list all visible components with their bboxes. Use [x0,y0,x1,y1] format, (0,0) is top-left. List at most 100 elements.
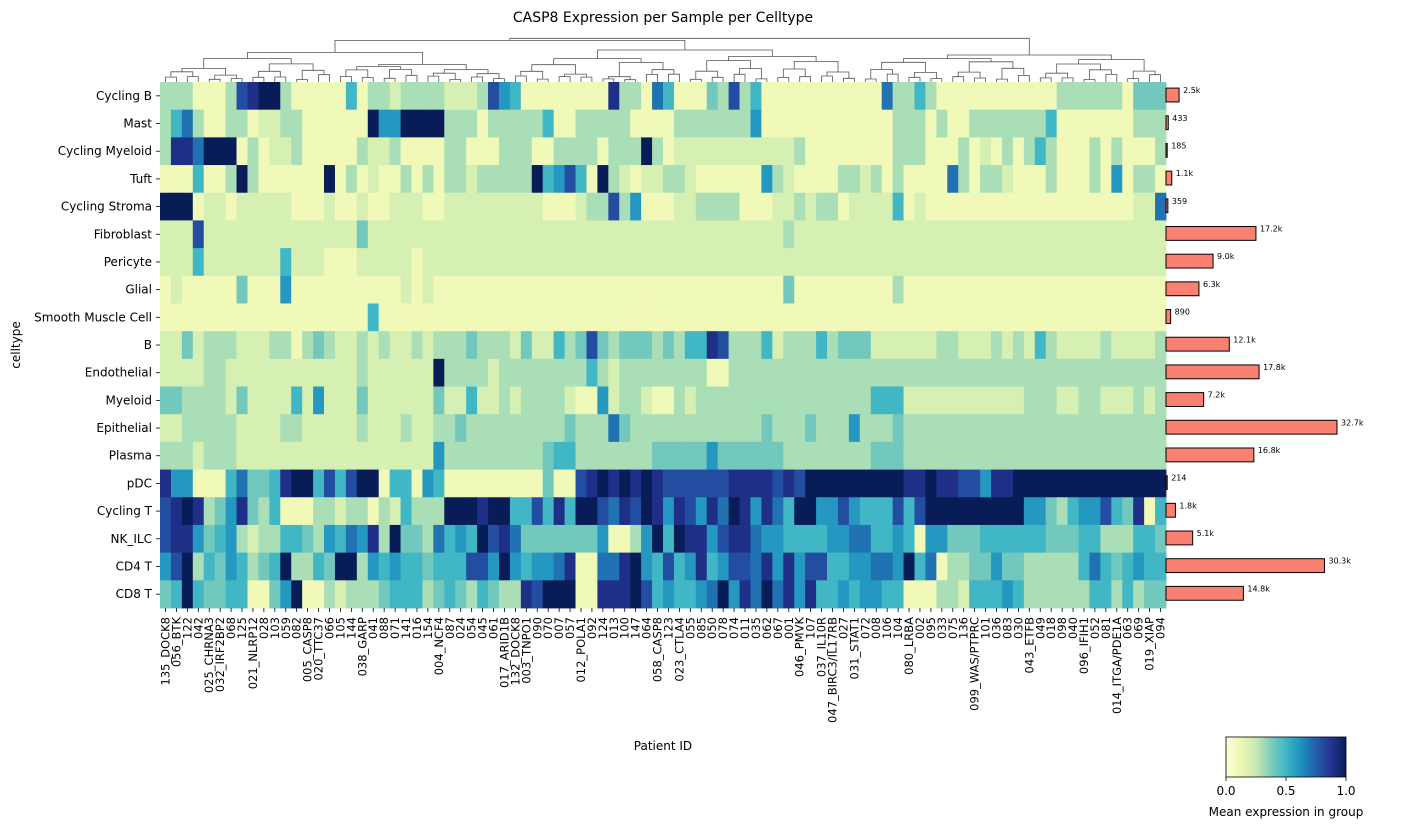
heatmap-cell [170,386,183,415]
heatmap-cell [509,414,522,443]
heatmap-cell [444,469,456,498]
heatmap-cell [324,552,336,581]
heatmap-cell [750,248,762,277]
column-label: 050 [705,617,719,639]
heatmap-cell [859,331,872,360]
dendrogram-link [1056,63,1101,74]
heatmap-cell [925,303,937,332]
heatmap-cell [673,386,686,415]
heatmap-cell [433,469,445,498]
column-label: 014_ITGA/PDE1A [1110,617,1124,714]
heatmap-cell [313,192,325,221]
heatmap-cell [717,220,729,249]
heatmap-cell [837,192,850,221]
heatmap-cell [947,386,959,415]
heatmap-cell [630,358,642,387]
heatmap-cell [203,109,216,138]
heatmap-cell [170,275,183,304]
heatmap-cell [684,358,697,387]
heatmap-cell [236,580,248,609]
heatmap-cell [1144,497,1156,526]
heatmap-cell [816,386,828,415]
heatmap-cell [980,303,992,332]
heatmap-cell [673,331,686,360]
heatmap-cell [673,414,686,443]
heatmap-cell [531,137,544,166]
heatmap-cell [280,192,292,221]
heatmap-cell [356,469,369,498]
heatmap-cell [302,248,314,277]
heatmap-cell [477,220,489,249]
heatmap-cell [258,82,270,111]
heatmap-cell [597,220,609,249]
heatmap-cell [663,469,675,498]
heatmap-cell [564,580,576,609]
column-label: 104 [891,617,905,639]
heatmap-cell [837,82,850,111]
heatmap-cell [1144,580,1156,609]
heatmap-cell [488,248,500,277]
heatmap-cell [1133,358,1145,387]
heatmap-cell [1078,386,1090,415]
heatmap-cell [881,524,894,554]
heatmap-cell [706,441,719,470]
heatmap-cell [914,386,926,415]
heatmap-cell [225,331,237,360]
heatmap-cell [706,303,719,332]
heatmap-cell [520,165,533,194]
heatmap-cell [466,580,478,609]
heatmap-cell [969,414,981,443]
heatmap-cell [181,414,194,443]
count-bar [1165,585,1244,601]
heatmap-cell [1001,580,1014,609]
heatmap-cell [520,386,533,415]
y-axis-label: celltype [9,321,23,368]
heatmap-cell [1045,331,1058,360]
heatmap-cell [859,524,872,554]
heatmap-cell [247,165,259,194]
heatmap-cell [783,441,795,470]
heatmap-cell [925,82,937,111]
heatmap-cell [1144,441,1156,470]
heatmap-cell [805,469,817,498]
heatmap-cell [466,358,478,387]
heatmap-cell [608,109,620,138]
column-label: 066 [322,617,336,639]
heatmap-cell [455,220,467,249]
heatmap-cell [1100,165,1112,194]
heatmap-cell [466,192,478,221]
heatmap-cell [750,358,762,387]
heatmap-cell [389,331,401,360]
dendrogram-link [597,49,773,59]
heatmap-cell [214,552,226,581]
heatmap-cell [1045,469,1058,498]
heatmap-cell [313,220,325,249]
heatmap-cell [302,275,314,304]
heatmap-cell [378,386,391,415]
heatmap-cell [1034,469,1047,498]
heatmap-cell [367,441,380,470]
column-label: 005_CASP8 [301,617,315,682]
heatmap-cell [1089,358,1101,387]
heatmap-cell [1155,580,1167,609]
heatmap-cell [531,497,544,526]
heatmap-cell [783,303,795,332]
heatmap-cell [805,358,817,387]
heatmap-cell [728,220,740,249]
heatmap-cell [466,248,478,277]
heatmap-cell [859,137,872,166]
heatmap-cell [170,82,183,111]
row-label: Cycling Myeloid [58,144,152,158]
column-label: 132_DOCK8 [508,617,522,686]
heatmap-cell [947,469,959,498]
heatmap-cell [652,109,664,138]
heatmap-cell [1067,552,1079,581]
heatmap-cell [630,303,642,332]
heatmap-cell [455,552,467,581]
heatmap-cell [739,497,751,526]
heatmap-cell [1023,192,1036,221]
dendrogram-link [340,76,352,82]
heatmap-cell [236,441,248,470]
heatmap-cell [170,524,183,554]
heatmap-cell [160,248,172,277]
